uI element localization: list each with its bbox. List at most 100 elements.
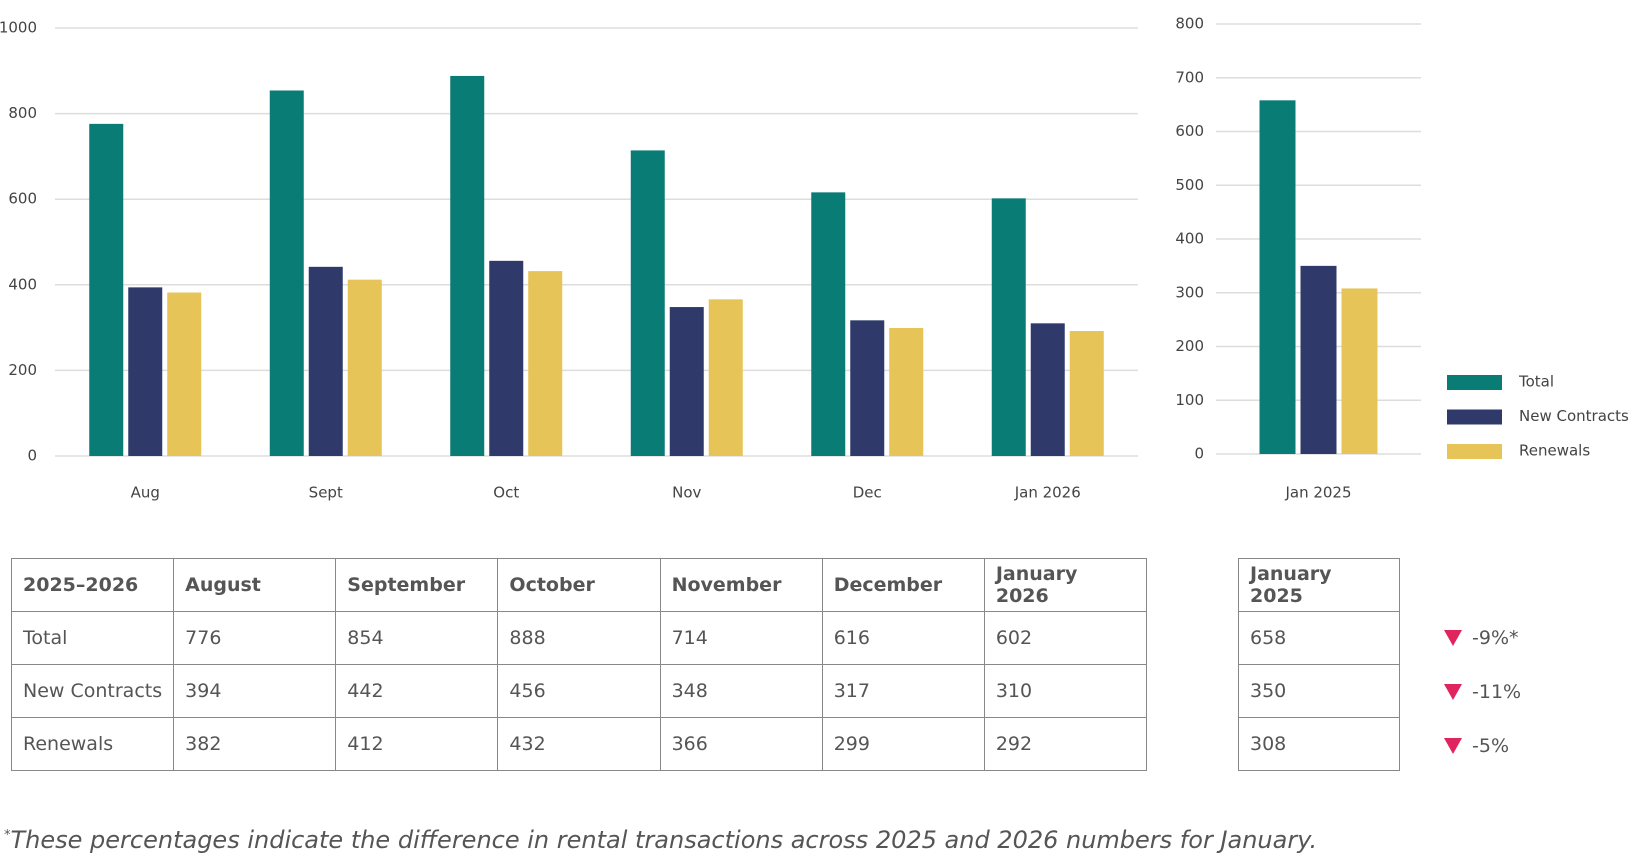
table-row: 308 [1238, 717, 1400, 771]
bar [1030, 323, 1065, 456]
table-cell: 348 [659, 664, 823, 718]
change: -9%* [1444, 611, 1519, 665]
bar [489, 260, 524, 456]
table-cell: 776 [173, 611, 337, 665]
bar [347, 279, 382, 456]
down-arrow [1444, 738, 1462, 754]
header-cell: August [173, 558, 337, 612]
change-label: -5% [1472, 735, 1509, 757]
table-cell: 308 [1238, 717, 1400, 771]
footnote-text: These percentages indicate the differenc… [10, 826, 1318, 854]
down-arrow [1444, 684, 1462, 700]
bar [1300, 265, 1337, 454]
table-cell: 394 [173, 664, 337, 718]
bar [89, 123, 124, 456]
x-tick-label: Oct [493, 484, 519, 502]
table-cell: 616 [821, 611, 985, 665]
table-row: 350 [1238, 664, 1400, 718]
bar [1341, 288, 1378, 454]
table-row: 658 [1238, 611, 1400, 665]
table-row: 2025–2026 August September October November D… [10, 558, 1148, 612]
table-cell: 366 [659, 717, 823, 771]
table-cell: 432 [497, 717, 661, 771]
table-row: January 2025 [1238, 558, 1400, 612]
header-cell: January 2026 [983, 558, 1148, 612]
legend-label: Renewals [1519, 442, 1590, 460]
table-cell: 456 [497, 664, 661, 718]
legend-label: Total [1518, 373, 1554, 391]
triangle [1444, 738, 1462, 754]
y-tick-label: 700 [1175, 68, 1204, 86]
triangle [1444, 684, 1462, 700]
bar [450, 75, 485, 456]
table-cell: 442 [335, 664, 499, 718]
table-cell: 854 [335, 611, 499, 665]
row-label: New Contracts [10, 664, 175, 718]
x-tick-label: Jan 2026 [1014, 484, 1081, 502]
y-tick-label: 1000 [0, 19, 37, 37]
table-cell: 310 [983, 664, 1148, 718]
header-cell: January 2025 [1238, 558, 1400, 612]
y-tick-label: 800 [8, 104, 37, 122]
y-tick-label: 100 [1175, 391, 1204, 409]
legend-label: New Contracts [1519, 407, 1629, 425]
bar [308, 266, 343, 456]
table-cell: 658 [1238, 611, 1400, 665]
table-cell: 412 [335, 717, 499, 771]
change: -11% [1444, 665, 1521, 719]
footnote: *These percentages indicate the differen… [4, 826, 1317, 854]
table-cell: 714 [659, 611, 823, 665]
legend-swatch [1447, 409, 1502, 425]
y-tick-label: 600 [1175, 122, 1204, 140]
y-tick-label: 500 [1175, 176, 1204, 194]
header-cell: October [497, 558, 661, 612]
change-label: -9%* [1472, 627, 1519, 649]
y-tick-label: 200 [1175, 337, 1204, 355]
table-row: Total 776 854 888 714 616 602 [10, 611, 1148, 665]
y-tick-label: 800 [1175, 15, 1204, 33]
y-tick-label: 400 [1175, 230, 1204, 248]
change-label: -11% [1472, 681, 1522, 703]
x-tick-label: Nov [672, 484, 701, 502]
y-tick-label: 400 [8, 275, 37, 293]
bar [528, 271, 563, 456]
legend-swatch [1447, 375, 1502, 390]
bar [630, 150, 665, 456]
table-row: New Contracts 394 442 456 348 317 310 [10, 664, 1148, 718]
y-tick-label: 0 [27, 447, 37, 465]
data-table: 2025–2026 August September October November D… [10, 558, 1148, 771]
bar [708, 299, 743, 456]
legend-swatch [1447, 444, 1502, 459]
table-cell: 292 [983, 717, 1148, 771]
x-tick-label: Aug [131, 484, 160, 502]
bar [669, 307, 704, 456]
footnote-marker: * [4, 828, 11, 843]
y-tick-label: 0 [1194, 445, 1204, 463]
table-cell: 350 [1238, 664, 1400, 718]
row-label: Total [10, 611, 175, 665]
table-row: Renewals 382 412 432 366 299 292 [10, 717, 1148, 771]
triangle [1444, 630, 1462, 646]
bar [167, 292, 202, 456]
x-tick-label: Sept [309, 484, 343, 502]
bar [1069, 331, 1104, 456]
bar [850, 320, 885, 456]
bar [889, 328, 924, 456]
bar [269, 90, 304, 456]
comparison-table: January 2025 658 350 308 [1238, 558, 1400, 771]
bar [1259, 100, 1296, 454]
y-tick-label: 600 [8, 190, 37, 208]
row-label: Renewals [10, 717, 175, 771]
y-tick-label: 200 [8, 361, 37, 379]
table-cell: 602 [983, 611, 1148, 665]
header-cell: 2025–2026 [10, 558, 175, 612]
x-tick-label: Dec [853, 484, 882, 502]
down-arrow [1444, 630, 1462, 646]
bar [811, 192, 846, 457]
bar [128, 287, 163, 456]
table-cell: 299 [821, 717, 985, 771]
table-cell: 317 [821, 664, 985, 718]
table-cell: 888 [497, 611, 661, 665]
